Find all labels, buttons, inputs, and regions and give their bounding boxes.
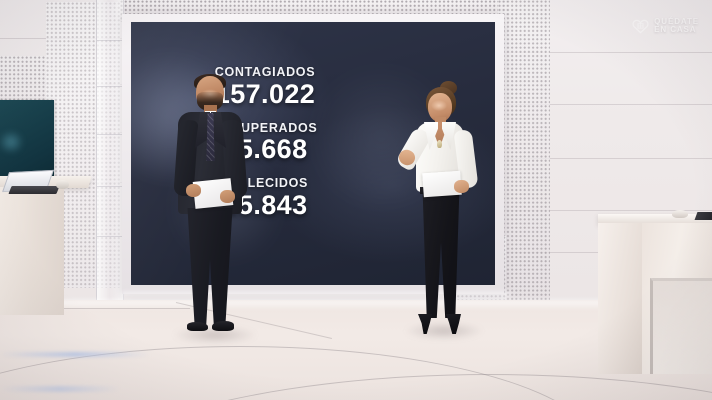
neck bbox=[435, 117, 446, 126]
right-counter bbox=[598, 210, 712, 374]
studio-floor bbox=[0, 300, 712, 400]
mouse-device[interactable] bbox=[56, 180, 69, 189]
wall-seam bbox=[504, 210, 712, 211]
wall-base-glow bbox=[122, 292, 510, 300]
glass-strip bbox=[96, 0, 124, 300]
right-heel bbox=[446, 314, 461, 334]
trousers bbox=[187, 208, 233, 326]
stat-label-contagiados: CONTAGIADOS bbox=[214, 65, 316, 79]
brooch bbox=[437, 140, 442, 148]
quedate-en-casa-watermark: QUÉDATE EN CASA bbox=[632, 17, 699, 35]
wall-seam bbox=[504, 52, 712, 53]
counter-object bbox=[672, 210, 688, 218]
right-hand bbox=[454, 180, 469, 193]
floor-blue-strip bbox=[0, 386, 120, 392]
neck bbox=[204, 105, 217, 115]
face-highlight bbox=[431, 100, 447, 111]
podium-desk bbox=[0, 176, 92, 316]
counter-front bbox=[598, 223, 642, 374]
counter-surface bbox=[598, 214, 712, 224]
watermark-line-2: EN CASA bbox=[654, 25, 697, 35]
monitor-glow bbox=[0, 130, 24, 154]
heart-icon bbox=[632, 19, 649, 34]
wall-seam bbox=[504, 104, 712, 105]
counter-dark-object bbox=[694, 212, 712, 220]
floor-highlight bbox=[0, 300, 712, 310]
female-presenter bbox=[394, 81, 480, 340]
floor-line bbox=[0, 308, 190, 309]
keyboard-device[interactable] bbox=[8, 186, 60, 194]
left-heel bbox=[418, 314, 432, 334]
podium-body bbox=[0, 187, 64, 315]
left-hand bbox=[186, 184, 201, 197]
necktie bbox=[206, 113, 215, 161]
stat-value-contagiados: 157.022 bbox=[214, 78, 316, 109]
wall-seam bbox=[504, 158, 712, 159]
floor-blue-strip bbox=[0, 352, 150, 357]
right-shoe bbox=[212, 321, 234, 331]
stat-recuperados: RECUPERADOS 55.668 bbox=[131, 122, 399, 165]
stat-contagiados: CONTAGIADOS 157.022 bbox=[131, 66, 399, 109]
right-hand bbox=[220, 190, 235, 203]
watermark-line-1: QUÉDATE bbox=[654, 17, 699, 26]
watermark-text: QUÉDATE EN CASA bbox=[654, 17, 699, 35]
male-presenter bbox=[168, 74, 252, 340]
trousers bbox=[422, 188, 460, 318]
perforated-panel bbox=[498, 0, 550, 300]
counter-inner-frame bbox=[650, 278, 712, 374]
left-shoe bbox=[187, 322, 208, 331]
